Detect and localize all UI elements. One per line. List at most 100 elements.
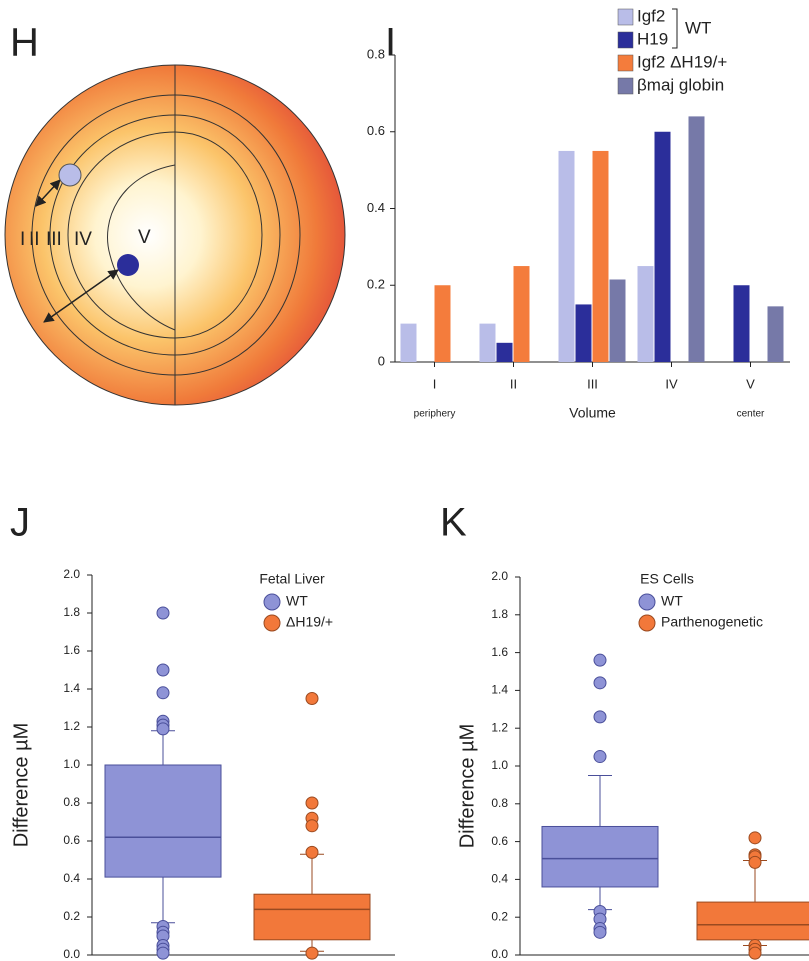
y-tick-label: 0.0 [63,947,80,961]
outlier [157,723,169,735]
outlier [306,693,318,705]
legend-marker [639,615,655,631]
outlier [306,846,318,858]
x-tick-label: II [510,376,517,391]
legend-title: Fetal Liver [259,571,325,587]
panel-label: H [10,21,39,65]
legend-marker [639,594,655,610]
y-tick-label: 1.0 [491,758,508,772]
legend-label: WT [661,593,683,609]
bar [655,132,671,362]
outlier [157,947,169,959]
legend-swatch [618,55,633,71]
y-tick-label: 0.4 [367,200,385,215]
panel-label: K [440,501,467,545]
zone-label: IV [74,229,92,250]
y-axis-label: Difference µM [456,724,478,849]
bar [638,266,654,362]
panel-label: I [385,21,396,65]
legend-swatch [618,9,633,25]
legend-marker [264,594,280,610]
legend-swatch [618,32,633,48]
outlier [306,820,318,832]
legend-label: WT [286,593,308,609]
bar [576,304,592,362]
legend-bracket [672,9,677,48]
y-tick-label: 1.6 [63,643,80,657]
x-tick-label: IV [665,376,678,391]
zone-label: V [138,227,151,248]
y-tick-label: 0.8 [367,46,385,61]
y-tick-label: 0.4 [491,872,508,886]
bar [768,306,784,362]
y-tick-label: 0.2 [367,277,385,292]
y-tick-label: 1.0 [63,757,80,771]
outlier [157,664,169,676]
y-tick-label: 0.2 [63,909,80,923]
bar [480,324,496,362]
panel-label: J [10,501,30,545]
outlier [594,926,606,938]
x-tick-label: V [746,376,755,391]
box [254,894,370,940]
outlier [594,711,606,723]
x-note: periphery [414,409,456,420]
zone-label: I [20,229,25,250]
legend-marker [264,615,280,631]
y-tick-label: 0.2 [491,909,508,923]
legend-group: WT [685,18,711,37]
bar [689,116,705,362]
y-tick-label: 1.4 [63,681,80,695]
bar [514,266,530,362]
legend-label: Parthenogenetic [661,614,763,630]
bar [610,279,626,362]
legend-swatch [618,78,633,94]
locus-h19 [117,254,139,276]
y-tick-label: 0.8 [63,795,80,809]
page: {"diagram": {"panel": "H", "zones": ["I"… [0,0,809,961]
zone-label: II [29,229,40,250]
x-tick-label: III [587,376,598,391]
outlier [594,677,606,689]
y-tick-label: 1.8 [63,605,80,619]
y-tick-label: 0.4 [63,871,80,885]
y-tick-label: 0.6 [491,834,508,848]
outlier [594,751,606,763]
box [542,826,658,886]
outlier [157,607,169,619]
bar [401,324,417,362]
y-tick-label: 0.6 [367,123,385,138]
x-tick-label: I [433,376,437,391]
panel-h: H I II III IV V [5,21,345,405]
bar [559,151,575,362]
outlier [749,856,761,868]
locus-igf2 [59,164,81,186]
y-tick-label: 1.2 [63,719,80,733]
bar [734,285,750,362]
outlier [157,687,169,699]
outlier [306,797,318,809]
y-tick-label: 0 [378,353,385,368]
zone-label: III [46,229,62,250]
y-axis-label: Difference µM [10,723,32,848]
y-tick-label: 1.2 [491,720,508,734]
outlier [749,947,761,959]
legend-label: ΔH19/+ [286,614,333,630]
bar [497,343,513,362]
bar [593,151,609,362]
y-tick-label: 1.6 [491,645,508,659]
outlier [749,832,761,844]
y-tick-label: 0.0 [491,947,508,961]
y-tick-label: 2.0 [63,567,80,581]
legend-label: H19 [637,29,668,48]
legend-label: Igf2 ΔH19/+ [637,52,727,71]
figure: H I II III IV V I00.20.40.60.8Iperiphery… [0,0,809,961]
y-tick-label: 0.6 [63,833,80,847]
y-tick-label: 1.8 [491,607,508,621]
y-tick-label: 0.8 [491,796,508,810]
x-note: center [737,409,765,420]
y-tick-label: 2.0 [491,569,508,583]
bar [435,285,451,362]
x-axis-label: Volume [569,405,616,421]
outlier [306,947,318,959]
